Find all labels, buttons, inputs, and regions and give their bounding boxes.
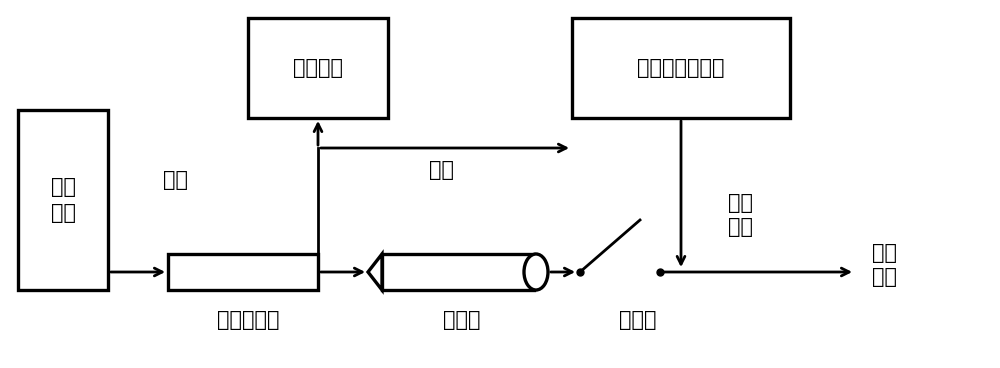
Text: 高压
模块: 高压 模块 bbox=[50, 177, 76, 223]
Text: 继电器: 继电器 bbox=[619, 310, 657, 330]
Text: 供电: 供电 bbox=[430, 160, 454, 180]
Text: 显示模块: 显示模块 bbox=[293, 58, 343, 78]
Bar bbox=[248, 18, 388, 118]
Text: 脉冲
输出: 脉冲 输出 bbox=[872, 243, 897, 287]
Text: 供电: 供电 bbox=[162, 170, 188, 190]
Text: 高压电阻器: 高压电阻器 bbox=[217, 310, 279, 330]
Text: 传输线: 传输线 bbox=[443, 310, 481, 330]
Bar bbox=[382, 254, 534, 290]
Bar bbox=[168, 254, 318, 290]
Polygon shape bbox=[368, 254, 382, 290]
Bar bbox=[572, 18, 790, 118]
Text: 驱动
控制: 驱动 控制 bbox=[728, 192, 753, 237]
Ellipse shape bbox=[524, 254, 548, 290]
Bar bbox=[18, 110, 108, 290]
Text: 继电器控制模块: 继电器控制模块 bbox=[637, 58, 725, 78]
